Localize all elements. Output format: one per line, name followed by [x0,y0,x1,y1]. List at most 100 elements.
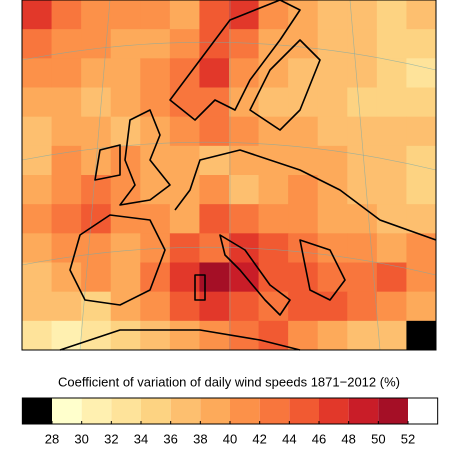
map-cell [376,58,407,88]
map-cell [169,320,200,351]
map-cell [376,29,407,59]
map-cell [229,204,260,234]
colorbar-box [52,398,82,424]
map-cell [406,87,437,118]
map-cell [51,262,82,293]
colorbar-box [289,398,319,424]
map-cell [51,291,82,322]
map-cell [81,29,112,59]
map-cell [376,204,407,234]
map-cell [110,233,141,263]
map-cell [169,0,200,30]
map-cell [347,175,378,205]
colorbar-tick-label: 42 [252,431,266,446]
map-cell [317,87,348,118]
map-cell [199,262,230,293]
colorbar-box [111,398,141,424]
map-cell [406,145,437,176]
map-cell [199,87,230,118]
map-cell [288,320,319,351]
map-cell [406,116,437,147]
map-cell [258,204,289,234]
map-cell [51,320,82,351]
map-cell [81,0,112,30]
colorbar-box [348,398,379,424]
map-cell [229,116,260,147]
map-cell [317,116,348,147]
map-cell [317,58,348,88]
map-cell [406,58,437,88]
map-cell [110,320,141,351]
map-cell [169,175,200,205]
map-cell [110,175,141,205]
map-cell [347,320,378,351]
map-cell [81,320,112,351]
map-cell [229,291,260,322]
map-cell [199,175,230,205]
map-cell [81,58,112,88]
map-cell [110,262,141,293]
map-cell [317,29,348,59]
map-cell [288,291,319,322]
map-cell [140,0,171,30]
map-cell [376,320,407,351]
map-cell [229,175,260,205]
map-cell [199,320,230,351]
map-cell [22,58,53,88]
map-cell [51,29,82,59]
map-cell [317,145,348,176]
map-cell [288,262,319,293]
map-cell [140,58,171,88]
map-cell [199,58,230,88]
map-cell [140,320,171,351]
colorbar-tick-label: 32 [104,431,118,446]
map-cell [347,262,378,293]
colorbar: 28 30 32 34 36 38 40 42 44 46 48 50 52 [21,397,439,446]
map-cell [110,0,141,30]
map-cell [347,204,378,234]
colorbar-tick-label: 44 [282,431,296,446]
map-cell [51,233,82,263]
map-cell [288,204,319,234]
map-cell [406,262,437,293]
colorbar-title: Coefficient of variation of daily wind s… [58,374,400,389]
map-cell [347,0,378,30]
graticule [21,0,437,351]
map-cell [229,145,260,176]
colorbar-tick-label: 40 [223,431,237,446]
colorbar-box [170,398,201,424]
map-cell [347,291,378,322]
map-cell [347,29,378,59]
colorbar-box [319,398,349,424]
map-cell [317,175,348,205]
colorbar-box [141,398,171,424]
colorbar-box [200,398,230,424]
map-cell [22,87,53,118]
map-cell [169,204,200,234]
map-cell [376,0,407,30]
map-cell [110,29,141,59]
map-cell [140,291,171,322]
colorbar-tick-label: 28 [45,431,59,446]
map-cell [110,116,141,147]
map-cell [51,175,82,205]
map-cell [288,175,319,205]
map-cell [258,0,289,30]
map-cell [288,116,319,147]
colorbar-box [378,398,408,424]
map-cell [169,233,200,263]
map-cell [406,175,437,205]
map-cell [347,145,378,176]
map-cell [51,204,82,234]
map-cell [51,0,82,30]
map-cell [229,29,260,59]
map-cell [376,175,407,205]
colorbar-over [408,398,438,424]
map-cell [51,116,82,147]
map-cell [199,291,230,322]
map-cell [169,29,200,59]
map-cell [22,145,53,176]
colorbar-tick-label: 50 [371,431,385,446]
map-cell [258,87,289,118]
